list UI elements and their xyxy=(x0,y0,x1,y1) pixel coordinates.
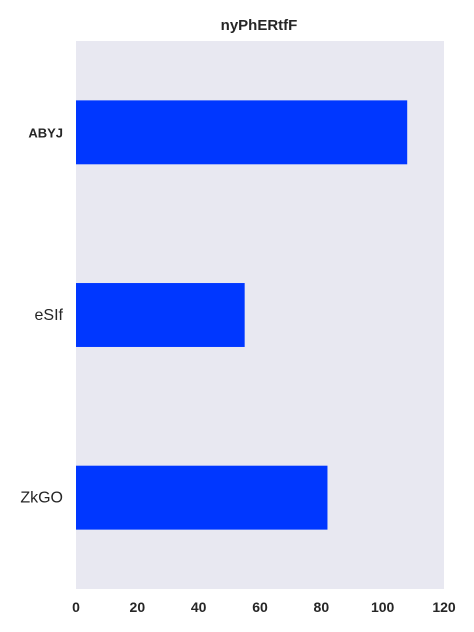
x-tick-label: 20 xyxy=(130,599,146,615)
y-tick-label: eSIf xyxy=(35,307,64,324)
x-tick-label: 80 xyxy=(314,599,330,615)
bar-zkgo xyxy=(76,465,328,530)
y-tick-label: ZkGO xyxy=(20,490,63,507)
x-tick-label: 40 xyxy=(191,599,207,615)
x-tick-label: 100 xyxy=(371,599,395,615)
chart-title: nyPhERtfF xyxy=(221,17,298,34)
bars-group xyxy=(76,100,408,530)
y-axis-labels: ABYJ eSIf ZkGO xyxy=(20,125,63,506)
bar-abyj xyxy=(76,100,408,165)
bar-esif xyxy=(76,283,245,347)
x-tick-label: 120 xyxy=(432,599,456,615)
x-tick-label: 0 xyxy=(72,599,80,615)
x-tick-label: 60 xyxy=(252,599,268,615)
y-tick-label: ABYJ xyxy=(28,125,63,140)
x-axis-ticks: 0 20 40 60 80 100 120 xyxy=(72,599,456,615)
